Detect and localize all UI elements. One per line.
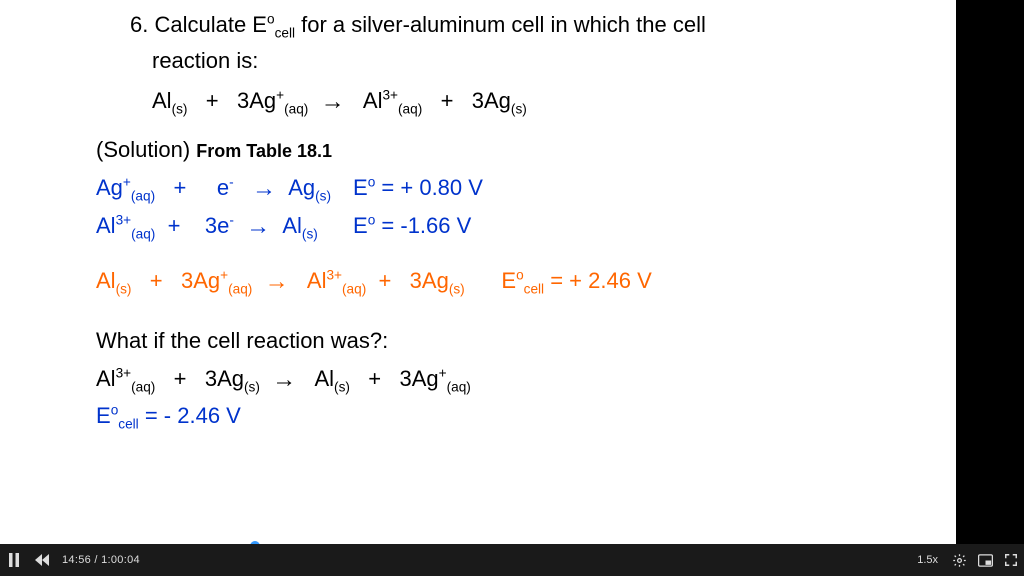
right-black-bar: [956, 0, 1024, 544]
time-current: 14:56: [62, 554, 91, 566]
video-stage: 6. Calculate Eocell for a silver-aluminu…: [0, 0, 1024, 576]
question-line-2: reaction is:: [130, 44, 946, 78]
e-ag-value: + 0.80 V: [400, 175, 483, 200]
solution-heading: (Solution) From Table 18.1: [96, 133, 946, 167]
e-ag: Eo = + 0.80 V: [353, 169, 505, 207]
question-number: 6.: [130, 12, 154, 37]
half-reaction-al: Al3+(aq) + 3e- → Al(s): [96, 207, 353, 245]
pause-button[interactable]: [0, 544, 28, 576]
solution-source: From Table 18.1: [196, 141, 332, 161]
speed-label[interactable]: 1.5x: [917, 554, 938, 566]
net-reaction: Al(s) + 3Ag+(aq) → Al3+(aq) + 3Ag(s) Eoc…: [96, 262, 946, 300]
question-text-1a: Calculate E: [154, 12, 267, 37]
question-text-1b: for a silver-aluminum cell in which the …: [301, 12, 706, 37]
half-reactions-table: Ag+(aq) + e- → Ag(s) Eo = + 0.80 V Al3+(…: [96, 169, 505, 244]
e-al: Eo = -1.66 V: [353, 207, 505, 245]
slide-content: 6. Calculate Eocell for a silver-aluminu…: [0, 0, 956, 544]
gear-icon[interactable]: [946, 544, 972, 576]
fullscreen-icon[interactable]: [998, 544, 1024, 576]
reverse-e-value: - 2.46 V: [164, 403, 241, 428]
table-row: Ag+(aq) + e- → Ag(s) Eo = + 0.80 V: [96, 169, 505, 207]
what-if-question: What if the cell reaction was?:: [96, 324, 946, 358]
net-e-value: + 2.46 V: [569, 268, 652, 293]
question-line-1: 6. Calculate Eocell for a silver-aluminu…: [130, 8, 946, 44]
reverse-reaction: Al3+(aq) + 3Ag(s) → Al(s) + 3Ag+(aq): [96, 360, 946, 398]
table-row: Al3+(aq) + 3e- → Al(s) Eo = -1.66 V: [96, 207, 505, 245]
pip-icon[interactable]: [972, 544, 998, 576]
solution-label: (Solution): [96, 137, 196, 162]
cell-reaction: Al(s) + 3Ag+(aq) → Al3+(aq) + 3Ag(s): [130, 82, 946, 120]
rewind-button[interactable]: [28, 544, 56, 576]
video-controls: 14:56 / 1:00:04 1.5x: [0, 544, 1024, 576]
time-display: 14:56 / 1:00:04: [62, 554, 140, 566]
time-total: 1:00:04: [101, 554, 140, 566]
reverse-answer: Eocell = - 2.46 V: [96, 399, 946, 435]
half-reaction-ag: Ag+(aq) + e- → Ag(s): [96, 169, 353, 207]
e-al-value: -1.66 V: [400, 213, 471, 238]
